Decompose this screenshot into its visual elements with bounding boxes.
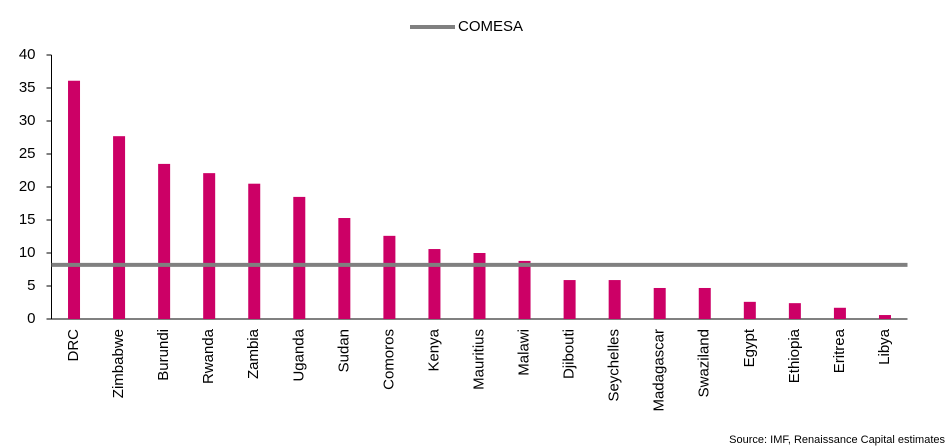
bar	[428, 249, 441, 319]
bar	[383, 235, 396, 319]
bar	[203, 173, 216, 319]
bar	[833, 307, 846, 319]
bar	[293, 196, 306, 319]
bar	[113, 136, 126, 319]
x-tick-label: Sudan	[335, 329, 352, 372]
y-tick-label: 20	[19, 178, 36, 195]
source-note: Source: IMF, Renaissance Capital estimat…	[729, 434, 945, 446]
bar	[698, 287, 711, 319]
y-tick-label: 25	[19, 145, 36, 162]
x-tick-label: Burundi	[155, 329, 172, 381]
y-tick-label: 40	[19, 46, 36, 63]
bar	[518, 260, 531, 319]
y-tick-label: 30	[19, 112, 36, 129]
legend-label: COMESA	[458, 18, 523, 35]
x-tick-label: Comoros	[380, 329, 397, 390]
x-tick-label: Libya	[876, 328, 893, 365]
bar	[878, 315, 891, 319]
y-tick-label: 0	[27, 310, 35, 327]
x-tick-label: Kenya	[425, 328, 442, 371]
y-tick-label: 35	[19, 79, 36, 96]
bar	[653, 287, 666, 319]
bar	[473, 253, 486, 319]
bar	[158, 163, 171, 319]
bar	[743, 301, 756, 319]
x-tick-label: Madagascar	[651, 329, 668, 412]
bar	[788, 303, 801, 319]
x-tick-label: Rwanda	[200, 328, 217, 384]
x-tick-label: Zambia	[245, 328, 262, 379]
x-tick-label: Egypt	[741, 328, 758, 367]
y-tick-label: 15	[19, 211, 36, 228]
bar	[338, 218, 351, 319]
bar	[248, 183, 261, 319]
x-tick-label: Zimbabwe	[110, 329, 127, 398]
y-tick-label: 10	[19, 244, 36, 261]
y-tick-label: 5	[27, 277, 35, 294]
x-tick-label: Mauritius	[470, 329, 487, 390]
x-tick-label: Swaziland	[696, 329, 713, 397]
x-tick-label: DRC	[65, 329, 82, 362]
bar	[68, 80, 81, 320]
x-tick-label: Eritrea	[831, 328, 848, 373]
x-tick-label: Djibouti	[561, 329, 578, 379]
x-tick-label: Seychelles	[606, 329, 623, 402]
x-tick-label: Ethiopia	[786, 328, 803, 383]
bar	[563, 280, 576, 319]
x-tick-label: Uganda	[290, 328, 307, 381]
bar	[608, 280, 621, 319]
x-tick-label: Malawi	[516, 329, 533, 376]
